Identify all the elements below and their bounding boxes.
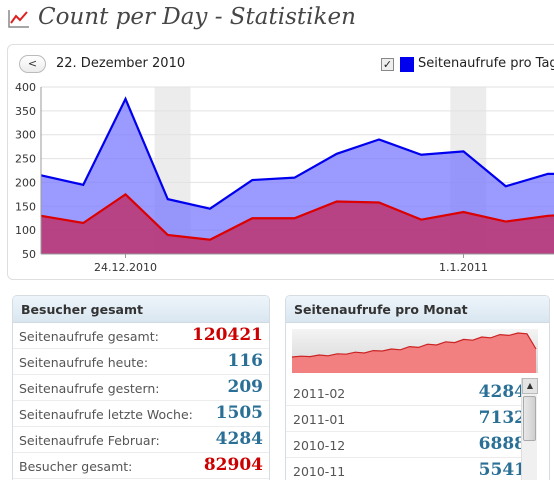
chart-date-label: 22. Dezember 2010 — [56, 56, 186, 71]
previous-date-button[interactable]: < — [19, 55, 46, 73]
y-tick-label: 50 — [22, 248, 36, 261]
y-tick-label: 400 — [15, 81, 36, 94]
monthly-pageviews-panel: Seitenaufrufe pro Monat 2011-02 4284 2011-… — [285, 295, 550, 480]
stat-label: Seitenaufrufe heute: — [19, 355, 149, 370]
legend-checkbox[interactable]: ✓ — [381, 58, 394, 71]
x-tick-label: 1.1.2011 — [439, 261, 488, 274]
legend-swatch — [400, 57, 414, 72]
month-row: 2010-11 5541 — [286, 458, 530, 480]
stat-value: 1505 — [215, 403, 263, 423]
scroll-thumb[interactable] — [523, 396, 536, 441]
series-2-line — [40, 192, 554, 241]
stat-row: Seitenaufrufe gestern: 209 — [13, 375, 269, 401]
stat-label: Seitenaufrufe Februar: — [19, 433, 160, 448]
x-tick-label: 24.12.2010 — [94, 261, 157, 274]
stat-value: 209 — [227, 377, 264, 397]
month-list-scrollbar[interactable]: ▲ — [521, 378, 538, 480]
page-title: Count per Day - Statistiken — [38, 4, 356, 30]
month-value: 6888 — [478, 434, 526, 454]
month-row: 2010-12 6888 — [286, 432, 530, 458]
visitors-total-panel: Besucher gesamt Seitenaufrufe gesamt: 120… — [12, 295, 270, 480]
series-2-area — [41, 194, 554, 254]
stat-row: Seitenaufrufe Februar: 4284 — [13, 427, 269, 453]
chart-line-icon — [8, 10, 29, 28]
month-value: 5541 — [478, 460, 526, 480]
stat-label: Seitenaufrufe gestern: — [19, 381, 160, 396]
month-label: 2010-11 — [293, 464, 346, 479]
stat-label: Seitenaufrufe gesamt: — [19, 329, 159, 344]
month-label: 2010-12 — [293, 438, 346, 453]
scroll-up-icon[interactable]: ▲ — [522, 378, 538, 394]
page-header: Count per Day - Statistiken — [0, 0, 554, 44]
monthly-sparkline — [292, 329, 538, 373]
sparkline-area — [292, 333, 536, 373]
daily-chart-panel: 50 100 150 200 250 300 350 400 24.12.2010 1.1.201… — [7, 44, 554, 280]
y-tick-label: 150 — [15, 200, 36, 213]
stat-row: Seitenaufrufe gesamt: 120421 — [13, 323, 269, 349]
stat-row: Seitenaufrufe heute: 116 — [13, 349, 269, 375]
stat-label: Seitenaufrufe letzte Woche: — [19, 407, 193, 422]
month-list: 2011-02 4284 2011-01 7132 2010-12 6888 2010-11… — [286, 380, 530, 480]
stat-value: 82904 — [203, 455, 263, 475]
sparkline-line — [292, 332, 537, 358]
daily-pageviews-chart: 50 100 150 200 250 300 350 400 24.12.2010 1.1.201… — [15, 81, 554, 274]
stats-list: Seitenaufrufe gesamt: 120421 Seitenaufrufe… — [13, 323, 269, 479]
stat-row: Seitenaufrufe letzte Woche: 1505 — [13, 401, 269, 427]
month-value: 7132 — [478, 408, 526, 428]
y-tick-label: 200 — [15, 176, 36, 189]
y-tick-label: 250 — [15, 153, 36, 166]
month-label: 2011-01 — [293, 412, 346, 427]
visitors-panel-title: Besucher gesamt — [13, 296, 269, 323]
stat-value: 116 — [227, 351, 264, 371]
stat-value: 120421 — [192, 325, 263, 345]
monthly-panel-title: Seitenaufrufe pro Monat — [286, 296, 549, 323]
stat-label: Besucher gesamt: — [19, 459, 133, 474]
month-label: 2011-02 — [293, 386, 346, 401]
stat-row: Besucher gesamt: 82904 — [13, 453, 269, 479]
month-row: 2011-02 4284 — [286, 380, 530, 406]
series-1-line — [40, 96, 554, 210]
month-row: 2011-01 7132 — [286, 406, 530, 432]
y-tick-label: 350 — [15, 105, 36, 118]
stat-value: 4284 — [215, 429, 263, 449]
month-value: 4284 — [478, 382, 526, 402]
y-tick-label: 300 — [15, 129, 36, 142]
y-tick-label: 100 — [15, 224, 36, 237]
legend-label: Seitenaufrufe pro Tag — [418, 56, 554, 71]
